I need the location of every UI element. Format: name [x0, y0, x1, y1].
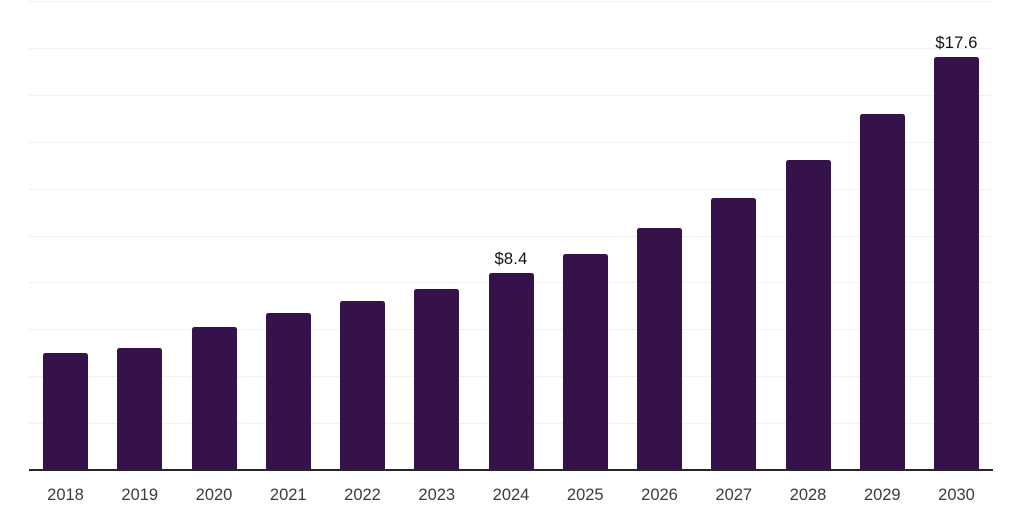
x-axis-label: 2020 — [195, 486, 233, 504]
bar-group-2018: 2018 — [43, 1, 88, 504]
bar-group-2023: 2023 — [414, 1, 460, 504]
gridline — [29, 235, 993, 237]
bar-group-2026: 2026 — [637, 1, 682, 504]
x-axis-label: 2024 — [492, 486, 530, 504]
bar-group-2024: $8.4 2024 — [488, 1, 534, 504]
x-axis-label: 2025 — [566, 486, 604, 504]
gridline — [29, 47, 993, 49]
bar-group-2030: $17.6 2030 — [934, 1, 979, 504]
bar — [711, 197, 757, 470]
x-axis-label: 2023 — [418, 486, 456, 504]
bar-group-2020: 2020 — [191, 1, 237, 504]
x-axis-label: 2028 — [789, 486, 827, 504]
gridline — [29, 188, 993, 190]
x-axis-label: 2026 — [641, 486, 678, 504]
bar — [265, 312, 311, 470]
bar — [117, 348, 163, 470]
x-axis-label: 2019 — [121, 486, 159, 504]
bar — [637, 228, 682, 470]
gridline — [29, 94, 993, 96]
bar — [43, 352, 88, 470]
x-axis-label: 2030 — [938, 486, 975, 504]
x-axis-label: 2018 — [47, 486, 84, 504]
plot-area: 2018 2019 2020 2021 2022 2023 $8.4 2024 2025 2026… — [29, 1, 993, 504]
gridline — [29, 1, 993, 2]
bar — [340, 301, 385, 470]
x-axis-label: 2022 — [344, 486, 381, 504]
bar-group-2025: 2025 — [562, 1, 608, 504]
bar — [934, 57, 979, 470]
bar — [488, 273, 534, 470]
gridline — [29, 141, 993, 143]
bar-group-2019: 2019 — [117, 1, 163, 504]
bar-value-label: $8.4 — [494, 250, 528, 269]
bar — [785, 160, 831, 470]
x-axis-label: 2029 — [863, 486, 901, 504]
x-axis-label: 2021 — [269, 486, 307, 504]
bar — [414, 289, 460, 470]
x-axis-line — [29, 469, 993, 471]
bar-group-2022: 2022 — [340, 1, 385, 504]
bar-group-2021: 2021 — [265, 1, 311, 504]
bar-group-2028: 2028 — [785, 1, 831, 504]
bar — [859, 113, 905, 470]
bar-value-label: $17.6 — [935, 34, 978, 53]
bar-group-2029: 2029 — [859, 1, 905, 504]
bar — [191, 326, 237, 470]
x-axis-label: 2027 — [715, 486, 753, 504]
bars-row: 2018 2019 2020 2021 2022 2023 $8.4 2024 2025 2026… — [43, 1, 979, 504]
bar-group-2027: 2027 — [711, 1, 757, 504]
bar — [562, 254, 608, 470]
